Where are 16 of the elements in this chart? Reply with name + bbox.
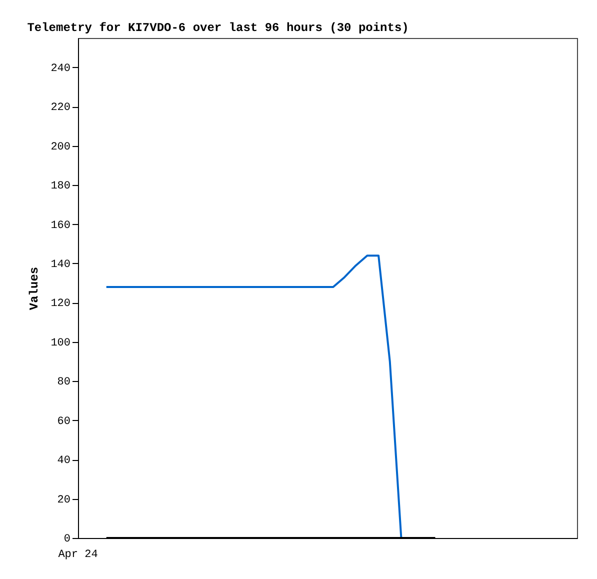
- y-axis-title: Values: [28, 266, 42, 310]
- y-tick-label: 20: [57, 494, 70, 506]
- text: Apr 24: [58, 549, 98, 561]
- y-tick-label: 80: [57, 376, 70, 389]
- y-tick-label: 60: [57, 416, 70, 428]
- y-tick-label: 200: [50, 141, 70, 154]
- y-tick-label: 120: [50, 298, 70, 310]
- y-tick-label: 240: [50, 62, 70, 75]
- y-tick-label: 0: [64, 534, 70, 546]
- y-tick-label: 40: [57, 455, 70, 468]
- y-tick-label: 180: [50, 180, 70, 193]
- y-tick-label: 100: [50, 337, 70, 350]
- chart-title: Telemetry for KI7VDO-6 over last 96 hours (30 points): [27, 21, 409, 35]
- y-tick-label: 220: [50, 102, 70, 114]
- y-tick-label: 160: [50, 220, 70, 232]
- y-tick-label: 140: [50, 258, 70, 271]
